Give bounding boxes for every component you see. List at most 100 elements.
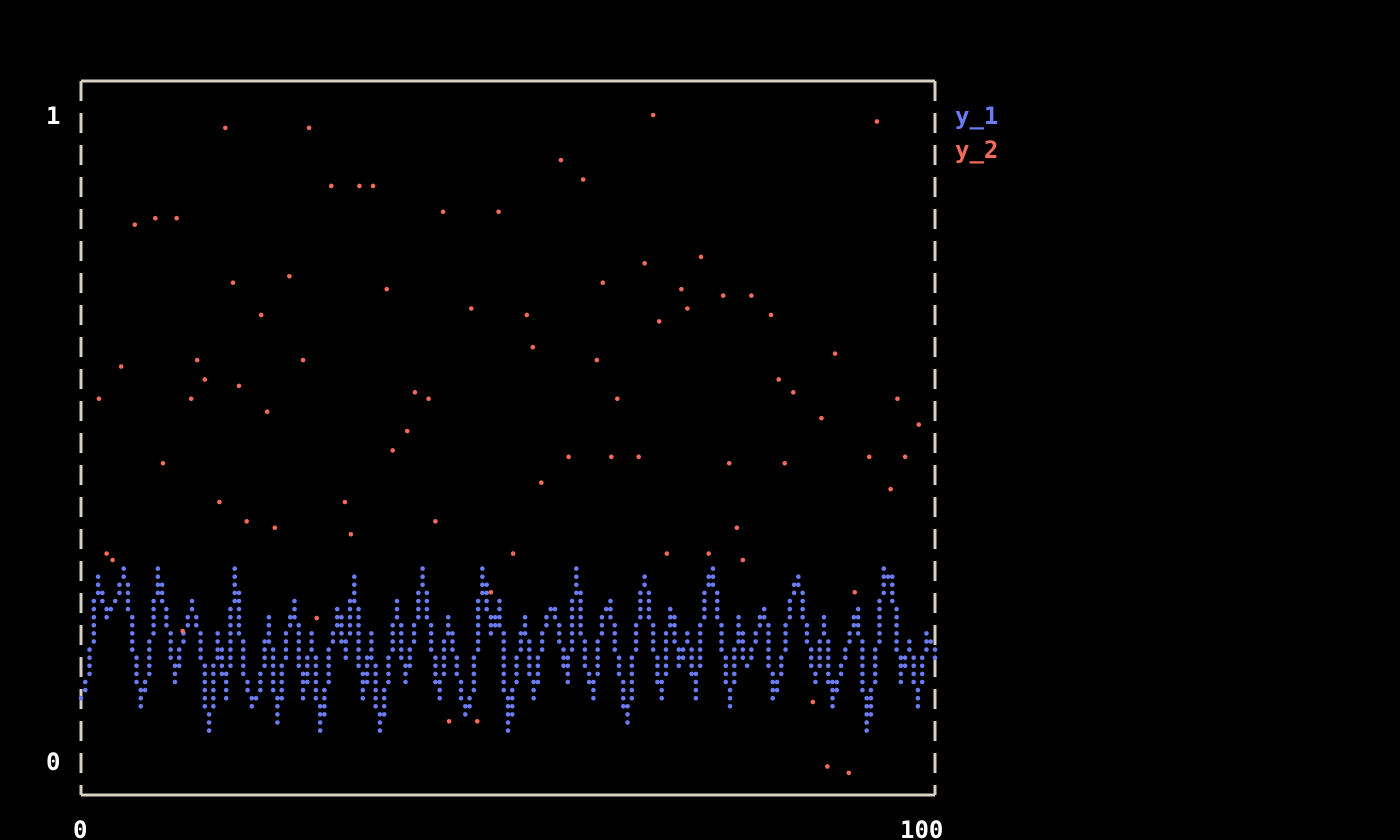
y_1-dot [522,614,528,620]
y_1-dot [450,647,455,652]
y_1-dot [787,606,793,612]
y_1-dot [292,614,297,620]
y_1-dot [825,679,831,685]
y_2-point [874,119,880,124]
y_1-dot [561,647,566,652]
y_1-dot [894,614,899,620]
y_1-dot [270,647,276,652]
y_1-dot [595,655,600,660]
y_1-dot [211,671,216,677]
y_1-dot [881,574,887,579]
y_1-dot [377,728,383,733]
y_1-dot [245,687,250,693]
y_2-point [426,396,431,402]
y_1-dot [650,623,656,628]
y_1-dot [655,679,660,685]
y_1-dot [467,704,472,709]
y_1-dot [87,647,92,652]
y_1-dot [860,655,865,660]
y_1-dot [740,647,746,652]
y_1-dot [872,663,878,669]
y_1-dot [258,679,263,685]
y_1-dot [531,679,536,685]
y_1-dot [424,598,430,604]
y_1-dot [890,582,895,588]
y_1-dot [369,655,374,660]
y_1-dot [552,614,558,620]
y_1-dot [480,566,485,571]
y_1-dot [313,687,319,693]
series-y_2 [96,112,922,776]
y_1-dot [595,671,600,677]
y_1-dot [215,647,220,652]
y_1-dot [386,679,391,685]
y_1-dot [522,623,528,628]
y_1-dot [808,647,814,652]
y_1-dot [518,647,524,652]
y_1-dot [825,655,831,660]
y_1-dot [659,679,665,685]
y_1-dot [223,687,229,693]
y_1-dot [339,631,344,636]
y_1-dot [95,590,101,596]
y_2-point [888,486,893,492]
y_1-dot [475,623,481,628]
y_1-dot [620,695,626,701]
y_1-dot [360,679,366,685]
y_2-point [846,770,852,776]
y_1-dot [608,606,613,612]
y_1-dot [638,614,643,620]
y_1-dot [527,663,532,669]
y_1-dot [484,606,489,612]
y_1-dot [911,663,916,669]
y_1-dot [680,647,686,652]
y_1-dot [339,623,344,628]
y_1-dot [471,663,477,669]
y_1-dot [838,671,844,677]
y_1-dot [159,598,165,604]
y_1-dot [911,679,916,685]
y_1-dot [492,614,498,620]
y_1-dot [714,598,720,604]
y_1-dot [87,655,92,660]
y_1-dot [501,663,507,669]
y_1-dot [475,631,481,636]
y_1-dot [275,704,280,709]
y_2-point [734,525,740,531]
y_1-dot [535,655,541,660]
y_2-point [404,428,410,434]
y_1-dot [595,647,600,652]
y_1-dot [633,647,639,652]
y_1-dot [428,639,434,644]
y_1-dot [612,647,618,652]
y_1-dot [860,639,865,644]
y_1-dot [565,671,571,677]
y_1-dot [155,590,161,596]
y_1-dot [236,606,242,612]
y_1-dot [919,679,925,685]
y_1-dot [364,679,370,685]
y_2-point [530,344,536,350]
y_1-dot [296,623,302,628]
y_1-dot [471,687,477,693]
y_1-dot [326,663,331,669]
y_1-dot [616,663,622,669]
y_1-dot [360,687,366,693]
x-tick-label-100: 100 [900,816,943,840]
y_1-dot [351,582,357,588]
y_1-dot [270,687,276,693]
y_1-dot [860,671,865,677]
y_1-dot [356,663,361,669]
y_1-dot [872,655,878,660]
y_1-dot [898,663,904,669]
y_1-dot [147,663,152,669]
y_1-dot [258,687,263,693]
y_1-dot [454,655,460,660]
y_1-dot [240,671,246,677]
y_1-dot [445,631,451,636]
y_2-point [328,183,334,189]
y_1-dot [667,623,673,628]
y_1-dot [736,631,741,636]
y_1-dot [817,655,823,660]
y_1-dot [488,614,494,620]
